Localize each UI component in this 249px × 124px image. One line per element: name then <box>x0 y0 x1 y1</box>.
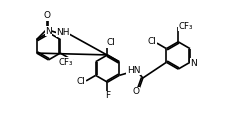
Text: CF₃: CF₃ <box>58 58 73 67</box>
Text: Cl: Cl <box>148 37 157 46</box>
Text: O: O <box>133 87 140 96</box>
Text: NH: NH <box>57 28 70 37</box>
Text: Cl: Cl <box>106 38 115 47</box>
Text: CF₃: CF₃ <box>179 22 193 31</box>
Text: Cl: Cl <box>77 77 86 86</box>
Text: HN: HN <box>127 66 140 75</box>
Text: N: N <box>45 27 52 36</box>
Text: F: F <box>105 91 110 100</box>
Text: N: N <box>190 59 197 68</box>
Text: O: O <box>43 11 50 20</box>
